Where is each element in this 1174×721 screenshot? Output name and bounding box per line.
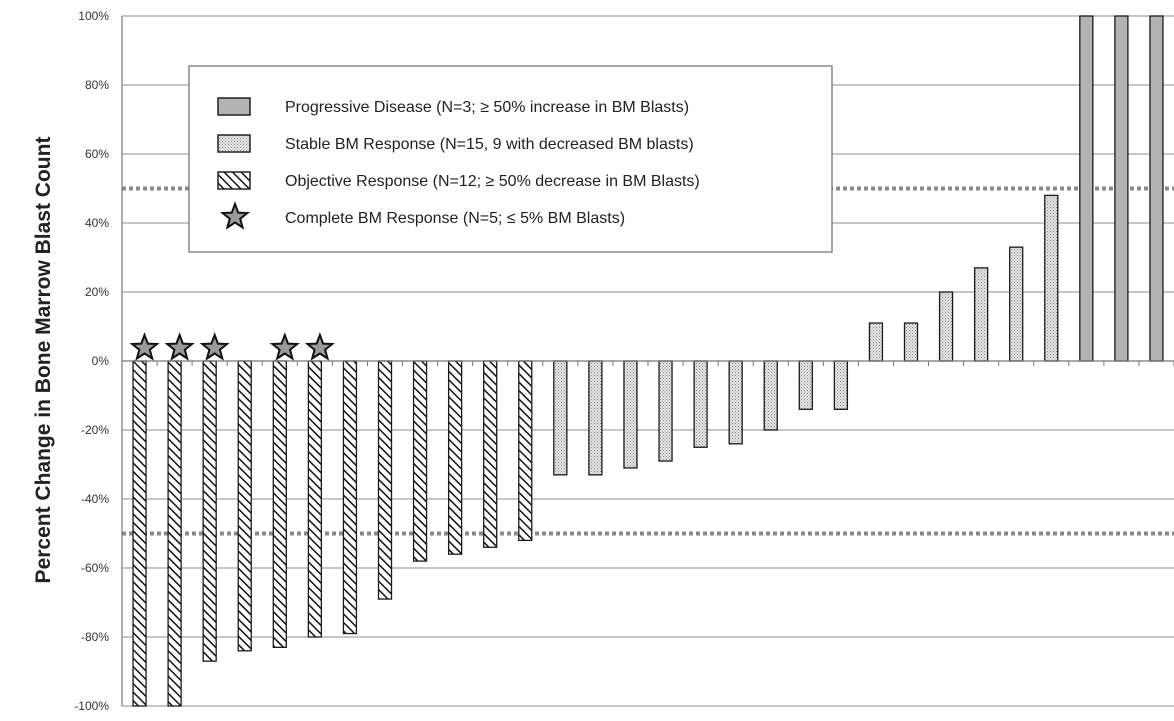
bar-objective [377,360,393,600]
bar-stable [623,360,638,469]
bar-stable [1009,246,1024,362]
complete-response-star [164,332,195,361]
bar-objective [342,360,358,635]
y-tick-label: -60% [81,561,109,575]
y-tick-label: 20% [85,285,109,299]
bar-objective [202,360,217,662]
bar-stable [763,360,778,431]
bar-stable [903,322,919,362]
y-tick-label: -80% [81,630,109,644]
bar-objective [167,360,182,707]
legend-item-progressive: Progressive Disease (N=3; ≥ 50% increase… [217,97,689,116]
bar-progressive [1114,15,1129,362]
bar-stable [588,360,603,476]
y-tick-label: 80% [85,78,109,92]
y-axis-title: Percent Change in Bone Marrow Blast Coun… [32,137,55,584]
y-tick-label: -100% [74,699,109,713]
complete-response-star [269,332,300,361]
bar-stable [658,360,673,462]
bar-stable [553,360,568,476]
legend-swatch-stable [217,134,251,153]
bar-objective [518,360,533,542]
complete-response-star [129,332,160,361]
bar-objective [447,360,463,555]
y-tick-label: 100% [78,9,109,23]
legend-swatch-progressive [217,97,251,116]
bar-stable [693,360,708,448]
axes: -100% -80% -60% -40% -20% 0% 20% 40% 60% 80% 100% [74,9,1174,713]
complete-response-star [199,332,230,361]
legend: Progressive Disease (N=3; ≥ 50% increase… [188,65,833,253]
bar-stable [798,360,813,410]
star-icon [219,201,251,230]
bar-stable [833,360,849,410]
bar-objective [272,360,287,649]
legend-item-complete: Complete BM Response (N=5; ≤ 5% BM Blast… [219,201,625,230]
legend-label-progressive: Progressive Disease (N=3; ≥ 50% increase… [285,99,689,116]
bar-objective [483,360,498,548]
y-tick-label: -20% [81,423,109,437]
bar-stable [973,267,989,362]
bar-stable [728,360,743,445]
bars [132,15,1164,707]
legend-item-objective: Objective Response (N=12; ≥ 50% decrease… [217,171,700,190]
bar-objective [307,360,323,638]
bar-stable [1044,194,1059,362]
bar-progressive [1079,15,1094,362]
bar-objective [237,360,252,652]
legend-label-objective: Objective Response (N=12; ≥ 50% decrease… [285,173,700,190]
bar-objective [412,360,428,562]
bar-stable [868,322,884,362]
y-tick-label: 0% [92,354,110,368]
legend-item-stable: Stable BM Response (N=15, 9 with decreas… [217,134,694,153]
complete-response-stars [129,332,335,361]
complete-response-star [304,332,335,361]
legend-box [188,65,833,253]
bar-stable [938,291,954,362]
legend-label-complete: Complete BM Response (N=5; ≤ 5% BM Blast… [285,210,625,227]
bar-objective [132,360,147,707]
y-tick-label: 60% [85,147,109,161]
legend-label-stable: Stable BM Response (N=15, 9 with decreas… [285,136,694,153]
bar-progressive [1149,15,1164,362]
y-tick-label: -40% [81,492,109,506]
legend-swatch-objective [217,171,251,190]
y-tick-label: 40% [85,216,109,230]
